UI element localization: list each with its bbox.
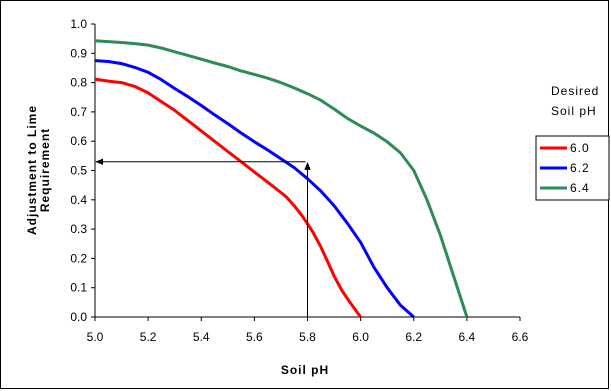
legend-title-line-1: Desired <box>551 84 599 98</box>
legend-title-line-2: Soil pH <box>551 104 597 118</box>
y-tick-label: 0.2 <box>70 251 87 265</box>
y-axis-title-line-2: Requirement <box>38 128 52 212</box>
series-line-6.0 <box>94 77 362 318</box>
legend-label-6.0: 6.0 <box>570 141 590 155</box>
x-axis-title: Soil pH <box>281 363 329 377</box>
y-tick-label: 0.5 <box>70 164 87 178</box>
x-tick-label: 5.4 <box>193 330 210 344</box>
y-tick-label: 0.7 <box>70 105 87 119</box>
y-tick-label: 0.3 <box>70 222 87 236</box>
x-tick-label: 6.4 <box>459 330 476 344</box>
y-tick-label: 0.6 <box>70 134 87 148</box>
legend-label-6.4: 6.4 <box>570 181 590 195</box>
y-tick-label: 0.8 <box>70 76 87 90</box>
x-tick-label: 5.6 <box>246 330 263 344</box>
y-tick-label: 1.0 <box>70 17 87 31</box>
series-line-6.4 <box>94 39 469 318</box>
series-line-6.2 <box>94 59 415 319</box>
y-tick-label: 0.1 <box>70 281 87 295</box>
x-tick-label: 6.6 <box>512 330 529 344</box>
x-tick-label: 5.8 <box>299 330 316 344</box>
y-tick-label: 0.9 <box>70 46 87 60</box>
y-tick-label: 0.0 <box>70 310 87 324</box>
x-tick-label: 5.0 <box>87 330 104 344</box>
y-tick-label: 0.4 <box>70 193 87 207</box>
y-axis-title-line-1: Adjustment to Lime <box>25 105 39 235</box>
x-tick-label: 6.0 <box>352 330 369 344</box>
legend-label-6.2: 6.2 <box>570 161 590 175</box>
x-tick-label: 5.2 <box>140 330 157 344</box>
x-tick-label: 6.2 <box>405 330 422 344</box>
